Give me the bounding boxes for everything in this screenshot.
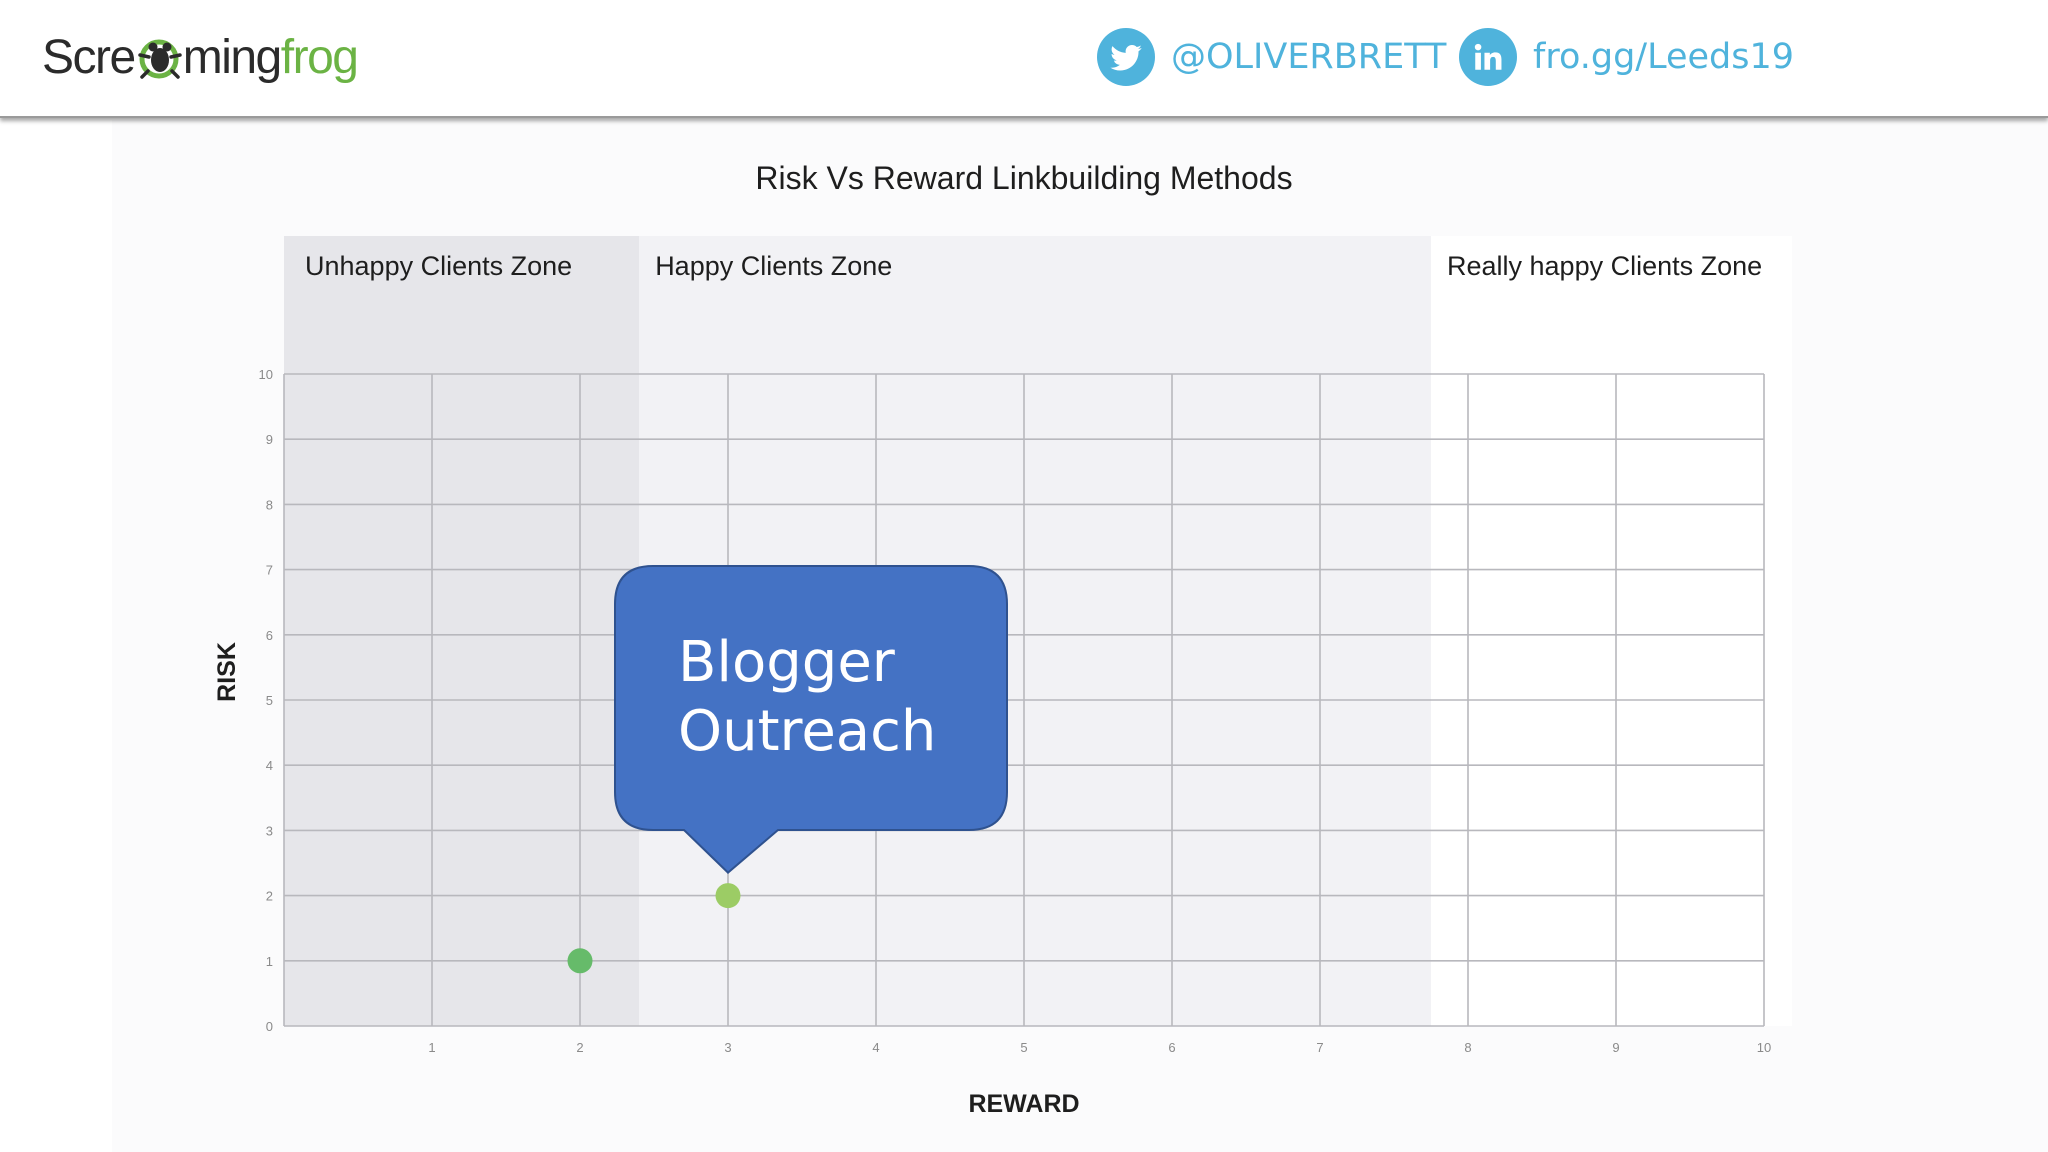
x-tick-label: 6 [1168, 1040, 1175, 1055]
callout-text-line: Outreach [678, 699, 936, 764]
zone-label: Unhappy Clients Zone [305, 251, 572, 281]
frog-logo-icon [137, 39, 182, 79]
y-tick-label: 0 [266, 1019, 273, 1034]
ticks-layer: 1 2 3 4 5 6 7 8 9 10 0 1 2 3 4 5 6 7 8 9 10 [259, 367, 1772, 1055]
zone-band [1431, 236, 1792, 1026]
x-tick-label: 9 [1612, 1040, 1619, 1055]
grid-layer [283, 373, 1765, 1027]
linkedin-link[interactable]: fro.gg/Leeds19 [1533, 37, 1795, 77]
data-point [567, 948, 593, 974]
screamingfrog-logo: Scre ming frog [42, 30, 359, 85]
x-tick-label: 4 [872, 1040, 879, 1055]
y-tick-label: 3 [266, 823, 273, 838]
x-tick-label: 2 [576, 1040, 583, 1055]
zone-band [284, 236, 640, 1026]
x-tick-label: 7 [1316, 1040, 1323, 1055]
slide-header: Scre ming frog @OLIVERBRETT fro.gg/Leeds… [0, 0, 2048, 118]
x-axis-label: REWARD [968, 1090, 1079, 1118]
callout-text-line: Blogger [678, 630, 896, 695]
points-layer [567, 883, 741, 974]
y-tick-label: 5 [266, 693, 273, 708]
x-tick-label: 8 [1464, 1040, 1471, 1055]
x-tick-label: 1 [428, 1040, 435, 1055]
chart-title: Risk Vs Reward Linkbuilding Methods [755, 160, 1292, 196]
twitter-bird-icon [1097, 28, 1155, 86]
zone-label: Happy Clients Zone [655, 251, 892, 281]
linkedin-icon [1459, 28, 1517, 86]
logo-text-part1: Scre [42, 31, 136, 84]
y-axis-label: RISK [213, 642, 241, 702]
zones-layer: Unhappy Clients Zone Happy Clients Zone Re… [284, 236, 1792, 1026]
callout-bubble [614, 565, 1008, 874]
x-tick-label: 10 [1757, 1040, 1771, 1055]
y-tick-label: 9 [266, 432, 273, 447]
linkedin-contact[interactable]: fro.gg/Leeds19 [1459, 28, 1794, 86]
twitter-handle: @OLIVERBRETT [1171, 37, 1447, 77]
logo-text-part3: frog [280, 31, 359, 84]
y-tick-label: 1 [266, 954, 273, 969]
y-tick-label: 6 [266, 628, 273, 643]
y-tick-label: 10 [259, 367, 273, 382]
y-tick-label: 4 [266, 758, 273, 773]
y-tick-label: 2 [266, 889, 273, 904]
x-tick-label: 3 [724, 1040, 731, 1055]
twitter-contact[interactable]: @OLIVERBRETT [1097, 28, 1446, 86]
y-tick-label: 7 [266, 563, 273, 578]
logo-text-part2: ming [182, 31, 283, 84]
zone-label: Really happy Clients Zone [1447, 251, 1762, 281]
y-tick-label: 8 [266, 497, 273, 512]
x-tick-label: 5 [1020, 1040, 1027, 1055]
data-point [715, 883, 741, 909]
